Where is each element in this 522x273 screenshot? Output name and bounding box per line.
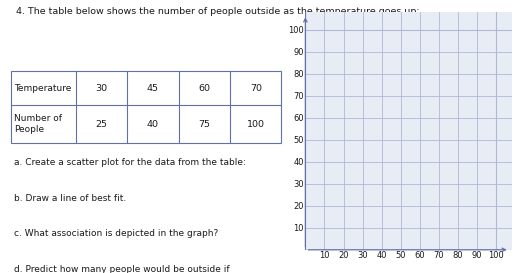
Text: a. Create a scatter plot for the data from the table:: a. Create a scatter plot for the data fr… — [14, 158, 245, 167]
Text: 40: 40 — [147, 120, 159, 129]
Text: c. What association is depicted in the graph?: c. What association is depicted in the g… — [14, 229, 218, 238]
Text: d. Predict how many people would be outside if
it was 50 degrees. ______________: d. Predict how many people would be outs… — [14, 265, 229, 273]
Text: 45: 45 — [147, 84, 159, 93]
Text: b. Draw a line of best fit.: b. Draw a line of best fit. — [14, 194, 126, 203]
Text: Number of
People: Number of People — [14, 114, 62, 134]
Text: 30: 30 — [96, 84, 108, 93]
Text: 75: 75 — [198, 120, 210, 129]
Text: 60: 60 — [198, 84, 210, 93]
Text: Temperature: Temperature — [14, 84, 71, 93]
Text: 100: 100 — [247, 120, 265, 129]
Text: 70: 70 — [250, 84, 262, 93]
Text: 4. The table below shows the number of people outside as the temperature goes up: 4. The table below shows the number of p… — [17, 7, 420, 16]
Text: 25: 25 — [96, 120, 108, 129]
Bar — [11, 71, 281, 143]
